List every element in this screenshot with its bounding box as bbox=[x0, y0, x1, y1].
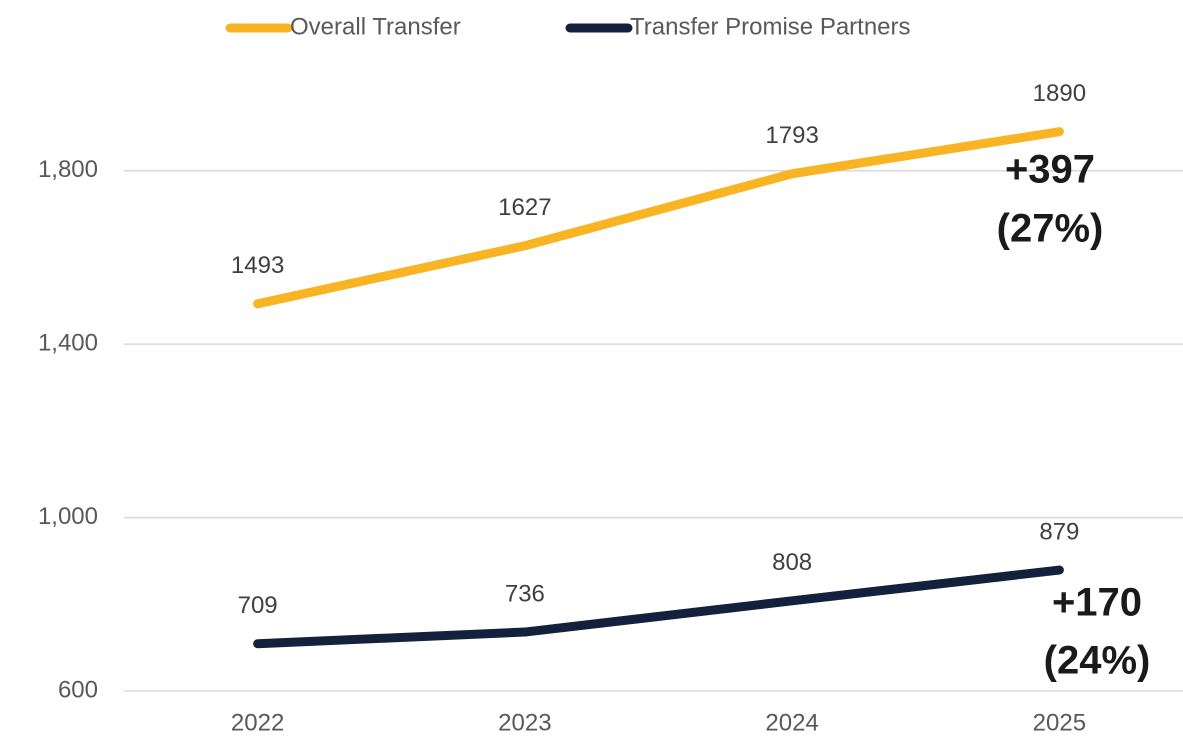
y-tick-label: 1,000 bbox=[38, 503, 98, 530]
legend-label: Transfer Promise Partners bbox=[630, 13, 911, 40]
x-tick-label: 2025 bbox=[1033, 709, 1086, 736]
data-label: 808 bbox=[772, 549, 812, 576]
data-label: 709 bbox=[238, 592, 278, 619]
y-tick-label: 600 bbox=[58, 676, 98, 703]
series-line bbox=[253, 127, 1064, 309]
y-tick-label: 1,400 bbox=[38, 329, 98, 356]
annotation: (24%) bbox=[1044, 639, 1151, 683]
series-line bbox=[253, 565, 1064, 649]
data-label: 1793 bbox=[765, 122, 818, 149]
annotation: +170 bbox=[1052, 581, 1142, 625]
data-label: 1493 bbox=[231, 252, 284, 279]
data-label: 1890 bbox=[1033, 80, 1086, 107]
data-label: 736 bbox=[505, 580, 545, 607]
data-label: 879 bbox=[1039, 518, 1079, 545]
x-tick-label: 2022 bbox=[231, 709, 284, 736]
x-tick-label: 2024 bbox=[765, 709, 818, 736]
y-tick-label: 1,800 bbox=[38, 156, 98, 183]
annotation: +397 bbox=[1005, 148, 1095, 192]
annotation: (27%) bbox=[997, 207, 1104, 251]
data-label: 1627 bbox=[498, 194, 551, 221]
legend-label: Overall Transfer bbox=[290, 13, 461, 40]
x-tick-label: 2023 bbox=[498, 709, 551, 736]
